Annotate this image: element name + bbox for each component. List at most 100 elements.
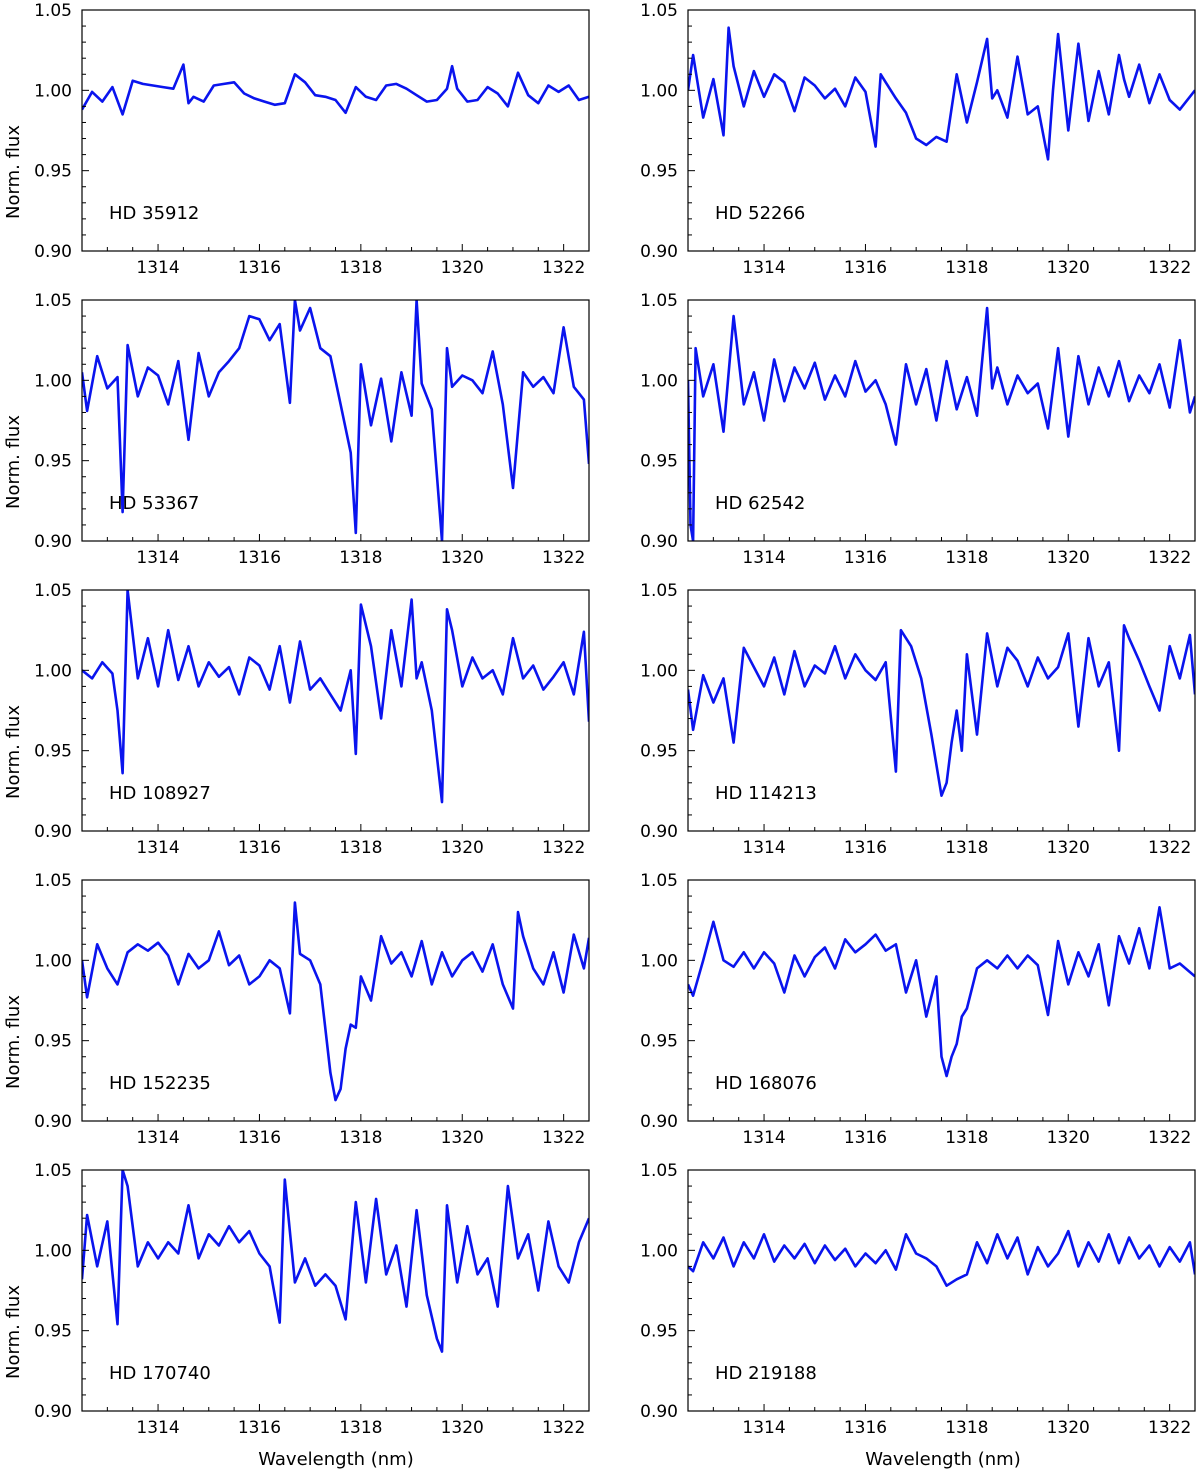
x-tick-label: 1316 <box>238 838 281 858</box>
star-label: HD 168076 <box>715 1073 817 1094</box>
spectrum-panel: 1314 1316 1318 1320 1322 0.90 0.95 1.00 1.05 HD 2… <box>640 1161 1196 1438</box>
x-tick-label: 1322 <box>542 548 585 568</box>
y-tick-label: 0.90 <box>34 1112 72 1132</box>
x-tick-label: 1316 <box>238 1128 281 1148</box>
star-label: HD 62542 <box>715 493 805 514</box>
y-tick-label: 0.90 <box>34 242 72 262</box>
y-tick-label: 1.05 <box>640 1 678 21</box>
y-tick-label: 1.00 <box>34 951 72 971</box>
y-tick-label: 0.95 <box>640 742 678 762</box>
y-tick-label: 1.00 <box>640 661 678 681</box>
spectrum-panel: 1314 1316 1318 1320 1322 0.90 0.95 1.00 1.05 HD 1… <box>640 581 1196 858</box>
y-tick-label: 1.05 <box>640 581 678 601</box>
y-tick-label: 0.90 <box>640 822 678 842</box>
y-tick-label: 0.95 <box>34 452 72 472</box>
y-tick-label: 0.95 <box>640 1322 678 1342</box>
y-tick-label: 0.90 <box>640 532 678 552</box>
y-axis-label: Norm. flux <box>3 705 24 799</box>
spectrum-line <box>82 901 589 1102</box>
x-tick-label: 1322 <box>1148 1418 1191 1438</box>
x-tick-label: 1316 <box>238 548 281 568</box>
x-tick-label: 1318 <box>339 258 382 278</box>
y-tick-label: 1.00 <box>34 81 72 101</box>
x-axis-label: Wavelength (nm) <box>865 1449 1021 1470</box>
spectrum-panel: 1314 1316 1318 1320 1322 0.90 0.95 1.00 1.05 HD 5… <box>640 1 1196 278</box>
x-tick-label: 1318 <box>945 838 988 858</box>
x-tick-label: 1320 <box>441 1418 484 1438</box>
x-tick-label: 1318 <box>339 1128 382 1148</box>
spectrum-line <box>82 1170 589 1353</box>
x-tick-label: 1320 <box>441 548 484 568</box>
x-tick-label: 1322 <box>1148 838 1191 858</box>
y-tick-label: 0.95 <box>640 162 678 182</box>
x-tick-label: 1322 <box>542 838 585 858</box>
spectrum-panel: 1314 1316 1318 1320 1322 0.90 0.95 1.00 1.05 HD 1… <box>640 871 1196 1148</box>
x-tick-label: 1318 <box>339 838 382 858</box>
spectrum-line <box>688 306 1195 541</box>
star-label: HD 53367 <box>109 493 199 514</box>
y-axis-label: Norm. flux <box>3 1285 24 1379</box>
spectrum-line <box>688 26 1195 161</box>
y-tick-label: 1.05 <box>34 1 72 21</box>
x-tick-label: 1316 <box>844 838 887 858</box>
y-tick-label: 1.05 <box>640 871 678 891</box>
y-tick-label: 1.00 <box>34 661 72 681</box>
star-label: HD 35912 <box>109 203 199 224</box>
y-tick-label: 1.05 <box>34 871 72 891</box>
x-tick-label: 1316 <box>844 258 887 278</box>
y-tick-label: 1.05 <box>640 1161 678 1181</box>
x-tick-label: 1320 <box>441 258 484 278</box>
x-tick-label: 1322 <box>1148 258 1191 278</box>
x-tick-label: 1314 <box>742 548 785 568</box>
x-tick-label: 1320 <box>441 1128 484 1148</box>
x-tick-label: 1320 <box>1047 1418 1090 1438</box>
x-tick-label: 1316 <box>844 1128 887 1148</box>
x-tick-label: 1314 <box>136 1128 179 1148</box>
y-tick-label: 1.00 <box>640 951 678 971</box>
star-label: HD 219188 <box>715 1363 817 1384</box>
x-tick-label: 1314 <box>742 258 785 278</box>
spectrum-panel: 1314 1316 1318 1320 1322 0.90 0.95 1.00 1.05 HD 3… <box>34 1 590 278</box>
x-tick-label: 1322 <box>542 1418 585 1438</box>
star-label: HD 170740 <box>109 1363 211 1384</box>
x-tick-label: 1318 <box>945 258 988 278</box>
spectrum-line <box>82 590 589 804</box>
y-axis-label: Norm. flux <box>3 415 24 509</box>
star-label: HD 108927 <box>109 783 211 804</box>
x-tick-label: 1318 <box>945 548 988 568</box>
y-axis-label: Norm. flux <box>3 125 24 219</box>
spectrum-panel: 1314 1316 1318 1320 1322 0.90 0.95 1.00 1.05 HD 1… <box>34 1161 590 1438</box>
spectrum-panel: 1314 1316 1318 1320 1322 0.90 0.95 1.00 1.05 HD 1… <box>34 581 590 858</box>
x-tick-label: 1322 <box>1148 548 1191 568</box>
spectrum-panel: 1314 1316 1318 1320 1322 0.90 0.95 1.00 1.05 HD 1… <box>34 871 590 1148</box>
y-tick-label: 0.95 <box>34 742 72 762</box>
x-tick-label: 1314 <box>136 258 179 278</box>
x-tick-label: 1322 <box>1148 1128 1191 1148</box>
x-tick-label: 1318 <box>945 1418 988 1438</box>
x-tick-label: 1314 <box>136 548 179 568</box>
y-tick-label: 0.90 <box>640 1402 678 1422</box>
y-tick-label: 1.00 <box>640 1241 678 1261</box>
x-tick-label: 1320 <box>1047 258 1090 278</box>
x-tick-label: 1314 <box>136 1418 179 1438</box>
x-tick-label: 1318 <box>945 1128 988 1148</box>
x-tick-label: 1316 <box>844 1418 887 1438</box>
spectrum-line <box>688 906 1195 1078</box>
y-tick-label: 0.95 <box>640 452 678 472</box>
x-tick-label: 1320 <box>1047 1128 1090 1148</box>
y-tick-label: 0.90 <box>640 1112 678 1132</box>
x-tick-label: 1314 <box>742 1418 785 1438</box>
y-tick-label: 0.90 <box>34 532 72 552</box>
spectrum-line <box>688 624 1195 797</box>
y-tick-label: 0.90 <box>34 822 72 842</box>
y-tick-label: 0.90 <box>640 242 678 262</box>
x-tick-label: 1320 <box>1047 548 1090 568</box>
spectrum-panel: 1314 1316 1318 1320 1322 0.90 0.95 1.00 1.05 HD 6… <box>640 291 1196 568</box>
spectrum-line <box>82 300 589 541</box>
x-tick-label: 1316 <box>238 1418 281 1438</box>
star-label: HD 114213 <box>715 783 817 804</box>
y-tick-label: 0.95 <box>34 1032 72 1052</box>
x-tick-label: 1316 <box>844 548 887 568</box>
x-tick-label: 1314 <box>742 838 785 858</box>
